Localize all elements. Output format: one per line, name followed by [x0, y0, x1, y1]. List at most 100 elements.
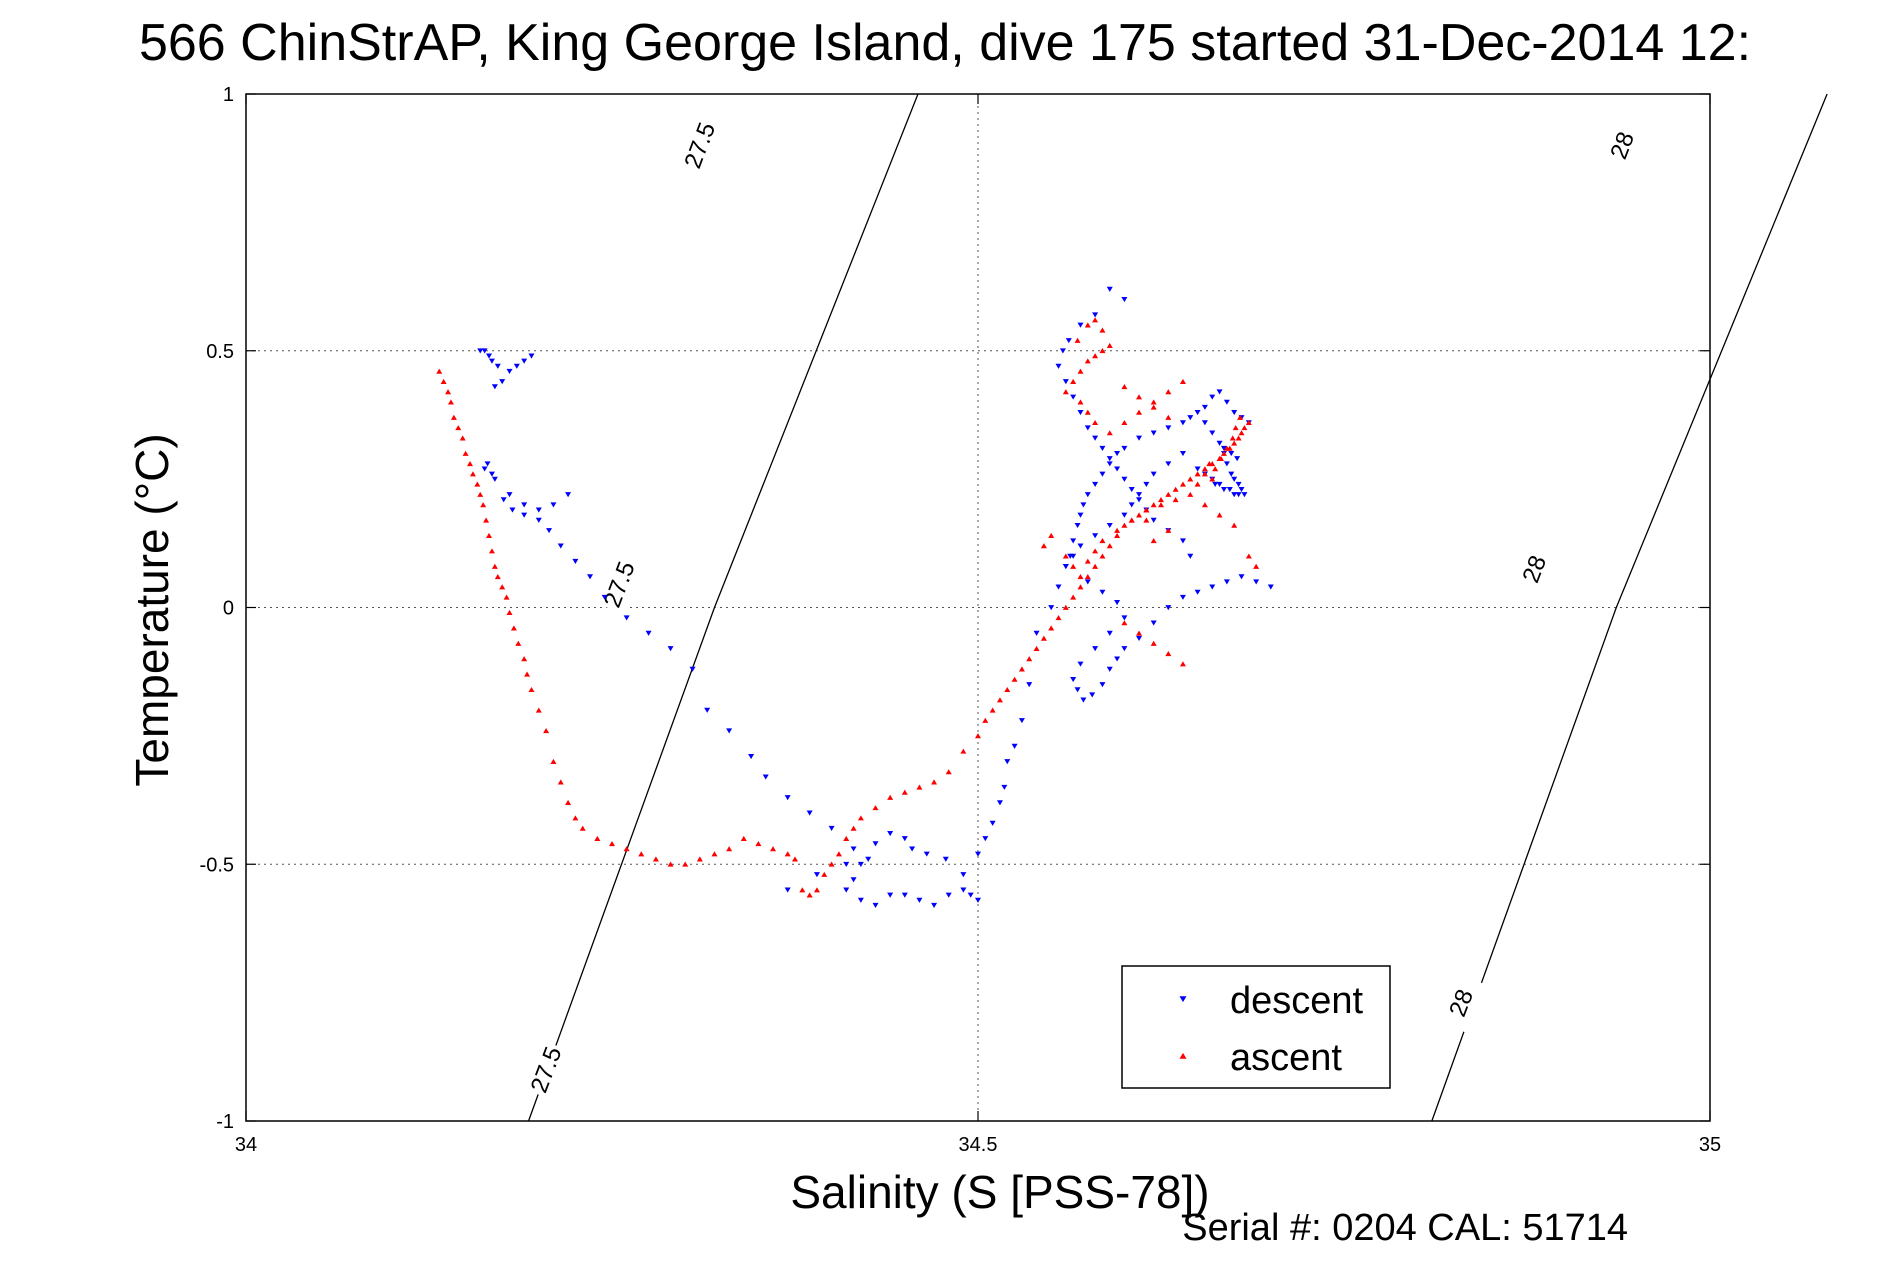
ascent-point — [543, 728, 550, 734]
ascent-point — [1099, 553, 1106, 559]
ascent-point — [835, 851, 842, 857]
ascent-point — [483, 517, 490, 523]
descent-point — [1106, 456, 1113, 462]
ascent-point — [450, 414, 457, 420]
descent-point — [1235, 492, 1242, 498]
ascent-point — [1055, 615, 1062, 621]
descent-point — [1070, 553, 1077, 559]
descent-point — [784, 795, 791, 801]
ascent-point — [1062, 553, 1069, 559]
descent-point — [1077, 409, 1084, 416]
descent-point — [872, 902, 879, 909]
descent-point — [1238, 574, 1245, 580]
descent-point — [1114, 656, 1121, 662]
ascent-point — [1048, 625, 1055, 631]
descent-point — [1121, 512, 1128, 518]
ascent-point — [1194, 481, 1201, 487]
descent-point — [1235, 481, 1242, 487]
ascent-point — [1231, 522, 1238, 528]
ascent-point — [740, 835, 747, 841]
contour-label-bg-0-1 — [596, 554, 643, 615]
descent-point — [828, 825, 835, 832]
ascent-point — [1150, 640, 1157, 646]
ascent-point — [667, 861, 674, 867]
descent-point — [843, 861, 850, 867]
descent-point — [942, 856, 949, 862]
descent-point — [887, 892, 894, 898]
y-tick-label-1: -0.5 — [200, 854, 234, 876]
ascent-point — [1011, 676, 1018, 682]
ascent-point — [1077, 584, 1084, 590]
ascent-point — [1070, 594, 1077, 600]
ascent-point — [503, 594, 510, 600]
descent-point — [491, 476, 498, 482]
ascent-point — [1187, 476, 1194, 482]
ascent-point — [989, 707, 996, 713]
ascent-point — [557, 779, 564, 785]
ascent-point — [477, 491, 484, 497]
ascent-point — [1165, 651, 1172, 657]
ascent-point — [1165, 491, 1172, 497]
descent-point — [623, 615, 630, 621]
descent-point — [872, 841, 879, 847]
descent-point — [857, 861, 864, 867]
descent-point — [1179, 538, 1186, 544]
descent-point — [587, 574, 594, 580]
descent-point — [1223, 461, 1230, 467]
ascent-point — [1245, 553, 1252, 559]
contour-label-bg-1-0 — [1437, 973, 1485, 1033]
ascent-point — [821, 871, 828, 877]
descent-point — [1194, 409, 1201, 416]
ascent-point — [1187, 491, 1194, 497]
descent-point — [513, 363, 520, 369]
descent-point — [1165, 461, 1172, 467]
ascent-point — [813, 887, 820, 893]
ascent-point — [1062, 389, 1069, 395]
descent-point — [704, 707, 711, 713]
descent-point — [535, 507, 542, 513]
descent-point — [1220, 445, 1227, 452]
descent-point — [1077, 322, 1084, 328]
descent-point — [500, 497, 507, 503]
ascent-point — [1070, 563, 1077, 569]
ascent-point — [1194, 471, 1201, 477]
ascent-point — [1114, 532, 1121, 539]
descent-point — [1231, 409, 1238, 416]
ascent-point — [828, 861, 835, 867]
chart-title: 566 ChinStrAP, King George Island, dive … — [139, 14, 1751, 72]
ascent-point — [1206, 461, 1213, 467]
density-contour-1 — [1431, 93, 1828, 1122]
y-axis-label: Temperature (°C) — [126, 433, 178, 786]
descent-point — [1226, 486, 1233, 493]
ascent-point — [696, 856, 703, 862]
descent-point — [1201, 420, 1208, 426]
ascent-point — [594, 835, 601, 841]
ascent-point — [1231, 440, 1238, 446]
ascent-point — [1172, 486, 1179, 492]
ascent-point — [1158, 496, 1164, 503]
descent-point — [1106, 461, 1113, 467]
descent-point — [521, 358, 528, 364]
descent-point — [1165, 605, 1172, 611]
descent-point — [909, 846, 916, 852]
ascent-point — [1114, 527, 1121, 533]
ascent-point — [1241, 425, 1248, 431]
legend-symbol-ascent — [1179, 1052, 1187, 1059]
descent-point — [481, 466, 488, 472]
contour-label-bg-1-2 — [1598, 115, 1646, 176]
descent-point — [1080, 697, 1087, 703]
descent-point — [1187, 553, 1194, 559]
legend-symbol-descent — [1179, 996, 1187, 1003]
descent-point — [1055, 363, 1062, 369]
descent-point — [1253, 579, 1260, 585]
ascent-point — [1229, 435, 1236, 441]
descent-point — [1231, 492, 1238, 498]
ascent-point — [1121, 522, 1128, 528]
descent-point — [1062, 379, 1069, 385]
descent-point — [1059, 348, 1066, 354]
descent-point — [850, 877, 857, 883]
descent-point — [1150, 471, 1157, 477]
descent-point — [521, 512, 528, 518]
ascent-point — [1253, 563, 1260, 569]
